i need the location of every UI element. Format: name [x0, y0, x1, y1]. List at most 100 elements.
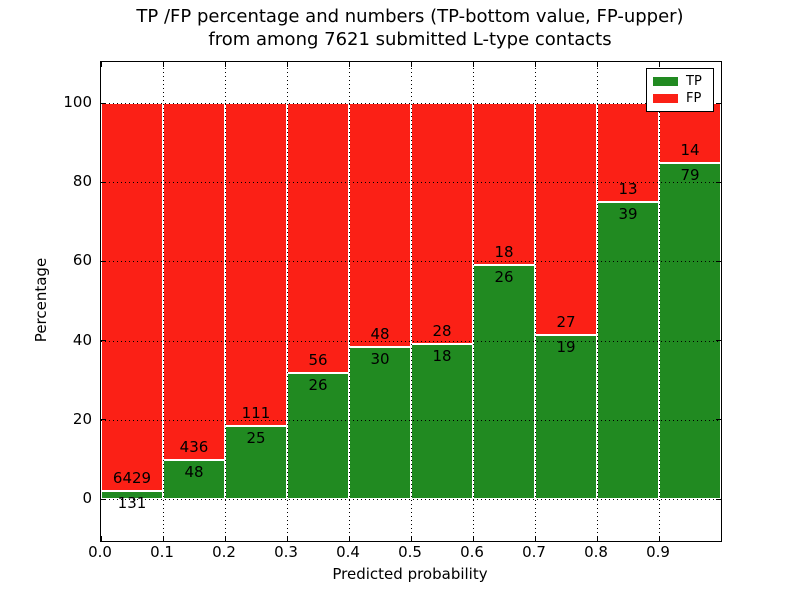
x-tick-label: 0.0 — [88, 543, 112, 561]
y-tick — [716, 340, 721, 342]
bar-segment-tp — [411, 344, 473, 499]
bar-segment-fp — [659, 103, 721, 163]
bar-segment-tp — [473, 265, 535, 499]
y-tick — [716, 181, 721, 183]
bar-segment-tp — [535, 335, 597, 499]
bar-segment-tp — [597, 202, 659, 499]
bar-segment-tp — [349, 346, 411, 499]
x-tick-label: 0.5 — [398, 543, 422, 561]
tp-count-label: 79 — [680, 165, 700, 184]
x-tick — [286, 62, 288, 67]
x-tick — [720, 536, 722, 541]
y-tick-label: 20 — [72, 409, 92, 428]
plot-area: 6429 131 436 48 111 25 56 26 48 30 28 18 18 26 27 19 13 3… — [100, 61, 722, 542]
x-tick-label: 0.6 — [460, 543, 484, 561]
x-tick — [286, 536, 288, 541]
tp-count-label: 26 — [308, 376, 328, 395]
bar-segment-fp — [287, 103, 349, 374]
y-tick-label: 0 — [82, 489, 92, 507]
v-gridline — [162, 62, 164, 541]
y-tick — [101, 419, 106, 421]
x-tick-label: 0.4 — [336, 543, 360, 561]
tp-count-label: 48 — [184, 462, 204, 481]
x-tick-label: 0.3 — [274, 543, 298, 561]
bar-segment-fp — [225, 103, 287, 427]
v-gridline — [286, 62, 288, 541]
bar-segment-fp — [535, 103, 597, 336]
bar-segment-fp — [163, 103, 225, 460]
fp-swatch-icon — [653, 94, 678, 104]
bar-segment-tp — [225, 426, 287, 499]
x-tick — [162, 536, 164, 541]
x-tick — [410, 62, 412, 67]
x-tick — [100, 536, 102, 541]
y-tick — [716, 419, 721, 421]
v-gridline — [410, 62, 412, 541]
y-tick — [716, 260, 721, 262]
y-axis-label: Percentage — [32, 257, 50, 343]
v-gridline — [534, 62, 536, 541]
fp-count-label: 48 — [370, 324, 390, 343]
v-gridline — [658, 62, 660, 541]
tp-count-label: 39 — [618, 205, 638, 223]
y-tick — [101, 340, 106, 342]
x-tick — [410, 536, 412, 541]
x-tick — [596, 536, 598, 541]
chart-title: TP /FP percentage and numbers (TP-bottom… — [100, 5, 720, 51]
x-tick-label: 0.2 — [212, 543, 236, 561]
tp-count-label: 30 — [370, 349, 390, 368]
x-tick — [224, 536, 226, 541]
bar-segment-tp — [659, 162, 721, 499]
y-tick — [716, 102, 721, 104]
x-tick — [162, 62, 164, 67]
tp-swatch-icon — [653, 76, 678, 86]
y-tick — [716, 498, 721, 500]
tp-count-label: 26 — [494, 268, 514, 286]
fp-count-label: 111 — [241, 404, 271, 423]
x-tick — [348, 536, 350, 541]
x-tick — [534, 536, 536, 541]
legend-entry-fp: FP — [653, 91, 707, 106]
bar-segment-fp — [411, 103, 473, 345]
x-tick — [100, 62, 102, 67]
x-tick — [658, 62, 660, 67]
fp-count-label: 13 — [618, 180, 638, 198]
y-tick — [101, 498, 106, 500]
fp-count-label: 6429 — [112, 469, 152, 488]
v-gridline — [596, 62, 598, 541]
x-tick — [224, 62, 226, 67]
fp-count-label: 56 — [308, 351, 328, 370]
x-tick — [720, 62, 722, 67]
legend-label-fp: FP — [686, 91, 702, 107]
x-tick-label: 0.9 — [646, 543, 670, 561]
y-tick-label: 60 — [72, 251, 92, 270]
y-tick-label: 80 — [72, 172, 92, 191]
x-tick — [596, 62, 598, 67]
x-tick — [472, 62, 474, 67]
bar-segment-fp — [349, 103, 411, 347]
bar-segment-fp — [473, 103, 535, 265]
v-gridline — [472, 62, 474, 541]
chart-title-line1: TP /FP percentage and numbers (TP-bottom… — [136, 6, 684, 27]
tp-count-label: 18 — [432, 347, 452, 366]
v-gridline — [224, 62, 226, 541]
chart-title-line2: from among 7621 submitted L-type contact… — [208, 29, 612, 50]
v-gridline — [348, 62, 350, 541]
y-tick-label: 40 — [72, 330, 92, 349]
y-tick-label: 100 — [63, 93, 92, 111]
fp-count-label: 436 — [179, 437, 209, 456]
y-tick — [101, 181, 106, 183]
legend-entry-tp: TP — [653, 74, 707, 89]
fp-count-label: 27 — [556, 313, 576, 332]
tp-count-label: 131 — [117, 494, 147, 513]
y-tick — [101, 260, 106, 262]
tp-count-label: 25 — [246, 429, 266, 448]
x-tick-label: 0.8 — [584, 543, 608, 561]
legend: TP FP — [646, 68, 714, 112]
legend-label-tp: TP — [686, 73, 702, 89]
fp-count-label: 18 — [494, 243, 514, 261]
y-tick — [101, 102, 106, 104]
x-tick-label: 0.1 — [150, 543, 174, 561]
bar-segment-fp — [101, 103, 163, 492]
